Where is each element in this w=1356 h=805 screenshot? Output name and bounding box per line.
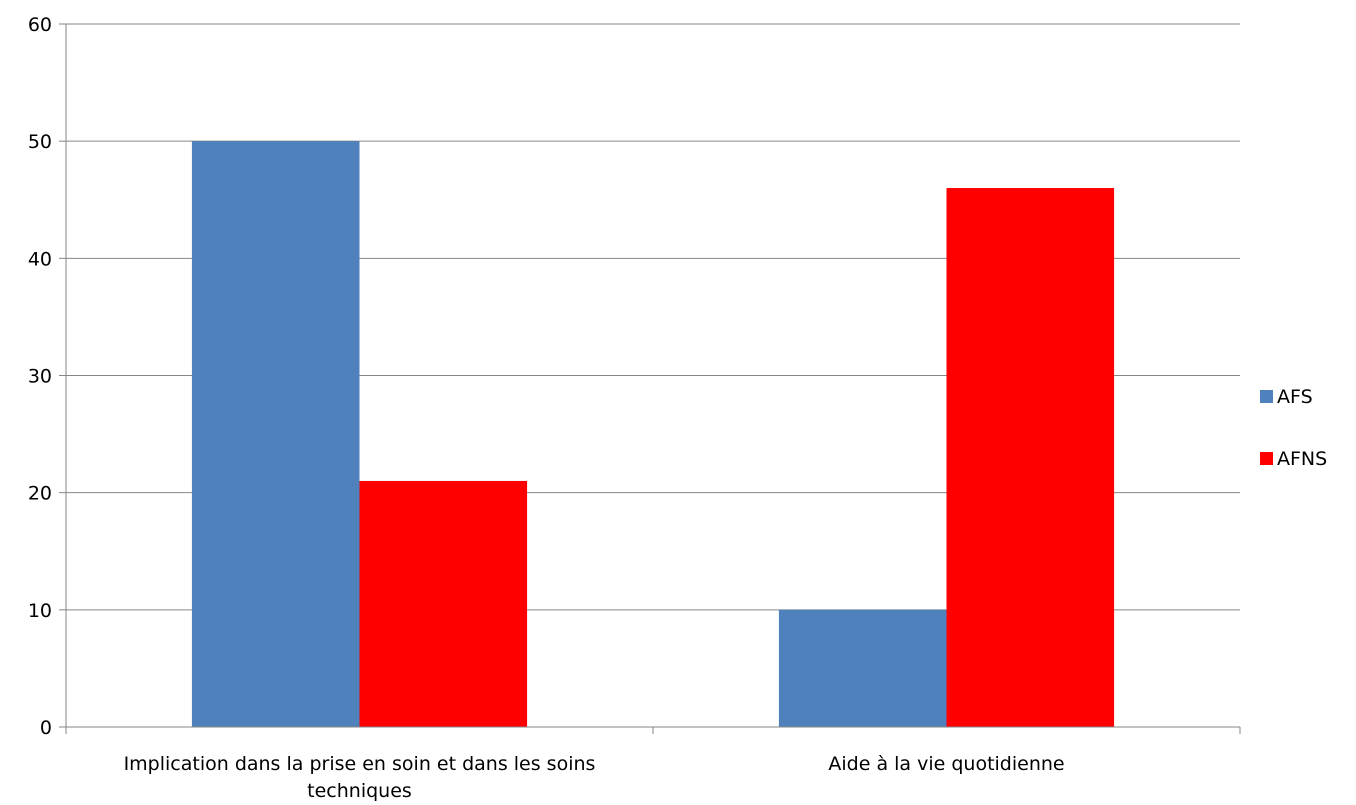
y-tick-label: 0	[40, 717, 52, 739]
y-tick-label: 10	[28, 600, 52, 622]
x-axis-labels: Implication dans la prise en soin et dan…	[124, 753, 1065, 802]
y-axis-ticks: 0 10 20 30 40 50 60	[28, 14, 66, 739]
y-tick-label: 40	[28, 248, 52, 270]
bar-afs-1	[191, 141, 360, 727]
legend-swatch-afns	[1260, 452, 1273, 465]
legend-label-afs: AFS	[1277, 386, 1313, 408]
bar-afns-2	[946, 188, 1115, 728]
bar-afs-2	[778, 609, 947, 727]
legend: AFS AFNS	[1260, 386, 1327, 470]
x-category-label: Implication dans la prise en soin et dan…	[124, 753, 596, 775]
legend-label-afns: AFNS	[1277, 448, 1327, 470]
bar-afns-1	[359, 480, 528, 727]
bars	[191, 141, 1115, 728]
x-category-label: Aide à la vie quotidienne	[828, 753, 1064, 775]
y-tick-label: 50	[28, 131, 52, 153]
legend-swatch-afs	[1260, 390, 1273, 403]
x-category-label: techniques	[307, 780, 412, 802]
y-tick-label: 20	[28, 483, 52, 505]
y-tick-label: 60	[28, 14, 52, 36]
y-tick-label: 30	[28, 366, 52, 388]
